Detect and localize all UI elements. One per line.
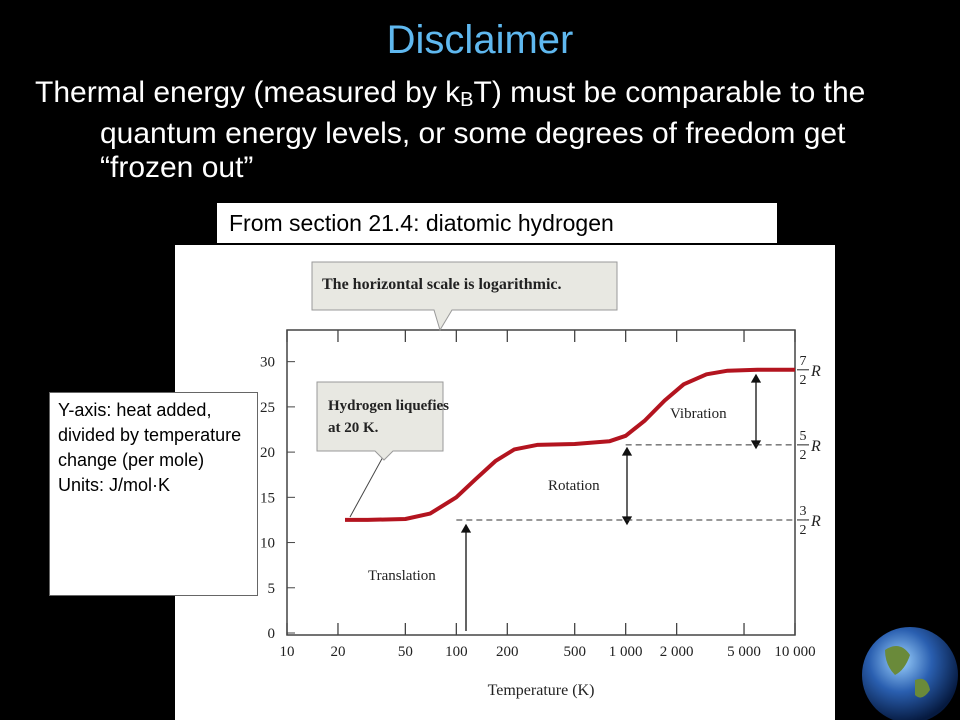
annotation: Vibration xyxy=(670,406,727,422)
annotation: The horizontal scale is logarithmic. xyxy=(322,276,562,293)
globe xyxy=(862,627,958,720)
y-tick-label: 25 xyxy=(260,400,275,416)
series-line xyxy=(345,367,795,522)
note-text: Y-axis: heat added, divided by temperatu… xyxy=(58,400,242,470)
globe-land xyxy=(885,646,930,698)
y-tick-label: 10 xyxy=(260,536,275,552)
x-tick-label: 500 xyxy=(563,644,586,660)
note-text: Units: J/mol·K xyxy=(58,475,171,495)
x-tick-label: 10 000 xyxy=(774,644,815,660)
bullet-text: T) must be comparable to the quantum ene… xyxy=(100,76,866,184)
fraction-denominator: 2 xyxy=(800,373,807,388)
x-tick-label: 20 xyxy=(330,644,345,660)
fraction-numerator: 7 xyxy=(800,354,807,369)
y-tick-label: 5 xyxy=(268,581,276,597)
slide-title: Disclaimer xyxy=(386,18,574,62)
reference-label: R xyxy=(810,438,821,455)
x-tick-label: 2 000 xyxy=(660,644,694,660)
fraction-numerator: 3 xyxy=(800,504,807,519)
x-tick-label: 10 xyxy=(280,644,295,660)
caption: From section 21.4: diatomic hydrogen xyxy=(217,203,777,243)
x-tick-label: 100 xyxy=(445,644,468,660)
y-tick-label: 0 xyxy=(268,626,276,642)
leader-line xyxy=(349,454,385,518)
x-tick-label: 200 xyxy=(496,644,519,660)
annotation: Translation xyxy=(368,568,436,584)
y-tick-label: 20 xyxy=(260,445,275,461)
fraction-numerator: 5 xyxy=(800,429,807,444)
annotation: at 20 K. xyxy=(328,420,379,436)
reference-label: R xyxy=(810,363,821,380)
y-tick-label: 30 xyxy=(260,355,275,371)
note: Y-axis: heat added, divided by temperatu… xyxy=(49,392,258,596)
plot-frame xyxy=(286,329,796,636)
fraction-denominator: 2 xyxy=(800,523,807,538)
x-tick-label: 50 xyxy=(398,644,413,660)
callout xyxy=(316,381,444,461)
reference-label: R xyxy=(810,513,821,530)
y-tick-label: 15 xyxy=(260,490,275,506)
callout xyxy=(311,261,618,332)
x-tick-label: 5 000 xyxy=(727,644,761,660)
annotation: Hydrogen liquefies xyxy=(328,398,449,414)
bullet: Thermal energy (measured by kBT) must be… xyxy=(35,76,945,185)
arrows xyxy=(460,373,762,631)
annotation: Rotation xyxy=(548,478,600,494)
x-axis-label: Temperature (K) xyxy=(488,682,595,699)
subscript: B xyxy=(460,89,474,111)
x-tick-label: 1 000 xyxy=(609,644,643,660)
fraction-denominator: 2 xyxy=(800,448,807,463)
chart-background xyxy=(175,245,835,720)
bullet-text: Thermal energy (measured by k xyxy=(35,76,461,109)
